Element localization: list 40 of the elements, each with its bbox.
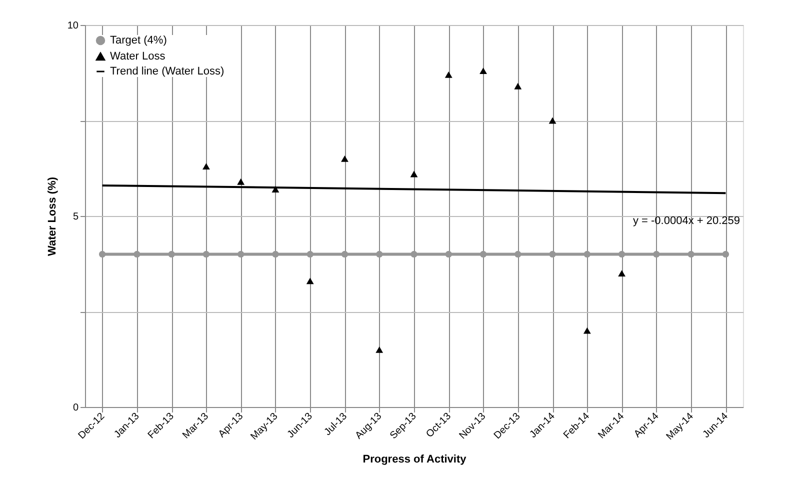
point [514,82,522,90]
point [722,250,730,258]
point [376,250,383,258]
point [341,155,348,162]
point [341,250,348,258]
legend-label: Trend line (Water Loss) [110,66,224,78]
point [306,250,314,258]
point [237,250,244,258]
point [376,346,384,353]
y-tick-label: 0 [72,402,79,414]
point [480,68,487,74]
point [653,250,660,258]
x-axis-title: Progress of Activity [362,454,468,466]
point [410,170,418,178]
point [237,178,245,185]
point [548,117,556,124]
point [134,250,140,258]
point [480,250,487,258]
point [202,163,210,170]
legend-label: Target (4%) [110,34,167,46]
point [444,71,452,78]
point [410,250,418,258]
point [583,327,591,334]
point [272,250,279,258]
point [168,250,175,258]
point [549,250,556,258]
point [445,250,452,258]
y-tick-label: 5 [72,212,79,222]
point [202,250,210,258]
point [98,250,106,258]
legend-label: Water Loss [110,50,166,62]
point [306,278,314,284]
point [618,270,626,277]
point [514,250,522,258]
point [618,250,626,258]
y-tick-label: 10 [67,20,79,32]
annotation: y = -0.0004x + 20.259 [632,215,740,227]
point [584,250,591,258]
point [688,250,694,258]
y-axis-title: Water Loss (%) [46,176,58,256]
